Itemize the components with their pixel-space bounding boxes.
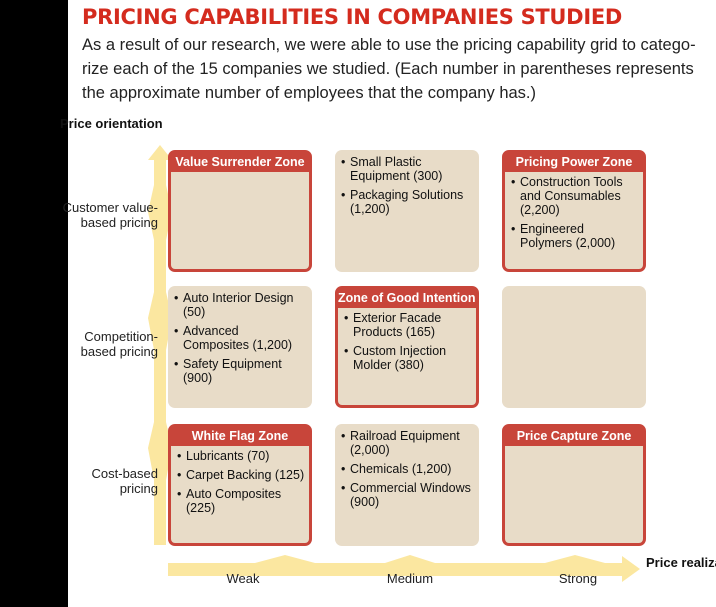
- list-item: Exterior Facade Products (165): [344, 311, 472, 339]
- company-list: Construction Tools and Consumables (2,20…: [505, 172, 643, 250]
- list-item: Carpet Backing (125): [177, 468, 305, 482]
- list-item: Auto Composites (225): [177, 487, 305, 515]
- list-item: Packaging Solutions (1,200): [341, 188, 475, 216]
- list-item: Engineered Polymers (2,000): [511, 222, 639, 250]
- list-item: Lubricants (70): [177, 449, 305, 463]
- list-item: Small Plastic Equipment (300): [341, 155, 475, 183]
- zone-title: Price Capture Zone: [505, 427, 643, 446]
- list-item: Railroad Equipment (2,000): [341, 429, 475, 457]
- zone-title: Pricing Power Zone: [505, 153, 643, 172]
- list-item: Commercial Windows (900): [341, 481, 475, 509]
- x-axis-title: Price realization: [646, 555, 716, 570]
- list-item: Advanced Composites (1,200): [174, 324, 308, 352]
- intro-paragraph: As a result of our research, we were abl…: [82, 36, 696, 102]
- list-item: Custom Injection Molder (380): [344, 344, 472, 372]
- left-black-bar: [0, 0, 68, 607]
- x-axis-arrow: [168, 555, 640, 582]
- column-label-medium: Medium: [386, 571, 434, 586]
- company-list: Railroad Equipment (2,000) Chemicals (1,…: [335, 424, 479, 509]
- list-item: Chemicals (1,200): [341, 462, 475, 476]
- row-label-competition: Competition-based pricing: [80, 329, 158, 359]
- page-title: PRICING CAPABILITIES IN COMPANIES STUDIE…: [82, 5, 623, 29]
- row-label-customer-value: Customer value-based pricing: [62, 200, 158, 230]
- list-item: Construction Tools and Consumables (2,20…: [511, 175, 639, 217]
- column-label-weak: Weak: [226, 571, 260, 586]
- zone-title: Value Surrender Zone: [171, 153, 309, 172]
- cell-competition-weak: Auto Interior Design (50) Advanced Compo…: [168, 286, 312, 408]
- zone-title: Zone of Good Intentions: [338, 289, 476, 308]
- y-axis-title: Price orientation: [60, 116, 163, 131]
- cell-customer-value-medium: Small Plastic Equipment (300) Packaging …: [335, 150, 479, 272]
- list-item: Auto Interior Design (50): [174, 291, 308, 319]
- cell-white-flag-zone: White Flag Zone Lubricants (70) Carpet B…: [168, 424, 312, 546]
- list-item: Safety Equipment (900): [174, 357, 308, 385]
- zone-title: White Flag Zone: [171, 427, 309, 446]
- company-list: Lubricants (70) Carpet Backing (125) Aut…: [171, 446, 309, 515]
- company-list: Exterior Facade Products (165) Custom In…: [338, 308, 476, 372]
- cell-cost-medium: Railroad Equipment (2,000) Chemicals (1,…: [335, 424, 479, 546]
- company-list: Small Plastic Equipment (300) Packaging …: [335, 150, 479, 216]
- company-list: Auto Interior Design (50) Advanced Compo…: [168, 286, 312, 385]
- cell-competition-strong: [502, 286, 646, 408]
- cell-zone-of-good-intentions: Zone of Good Intentions Exterior Facade …: [335, 286, 479, 408]
- cell-value-surrender-zone: Value Surrender Zone: [168, 150, 312, 272]
- row-label-cost: Cost-based pricing: [91, 466, 158, 496]
- cell-price-capture-zone: Price Capture Zone: [502, 424, 646, 546]
- y-axis-arrow: [148, 145, 172, 545]
- column-label-strong: Strong: [558, 571, 598, 586]
- cell-pricing-power-zone: Pricing Power Zone Construction Tools an…: [502, 150, 646, 272]
